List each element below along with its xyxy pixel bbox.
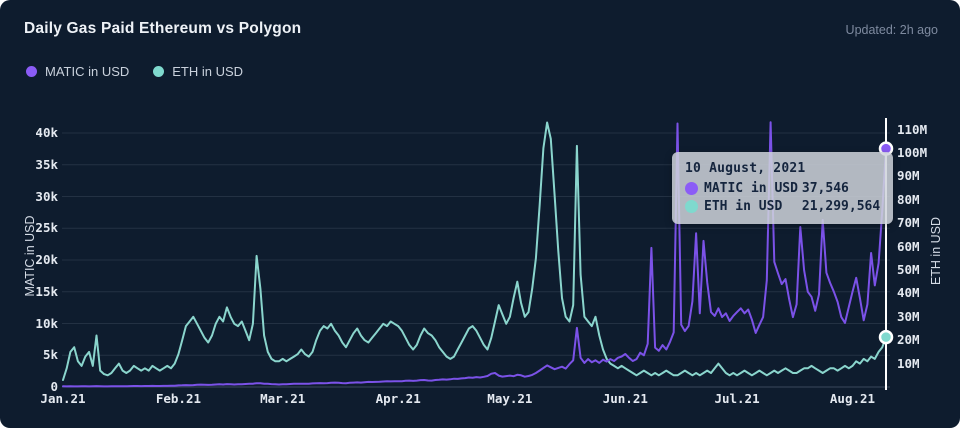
y-left-tick-label: 40k [35,125,58,140]
y-right-tick-label: 40M [897,285,920,301]
y-left-tick-label: 35k [35,156,58,172]
x-tick-label: Jul.21 [714,391,760,406]
y-left-tick-label: 30k [35,188,58,204]
hover-tooltip: 10 August, 2021 MATIC in USD 37,546 ETH … [672,152,894,224]
y-right-tick-label: 70M [897,215,920,231]
tooltip-label-eth: ETH in USD [704,199,783,214]
tooltip-row-matic: MATIC in USD 37,546 [685,181,880,196]
y-right-tick-label: 20M [897,332,920,348]
legend-item-eth[interactable]: ETH in USD [153,64,243,79]
y-right-tick-label: 110M [897,121,928,137]
eth-dot-icon [153,66,165,77]
updated-timestamp: Updated: 2h ago [845,23,938,37]
x-tick-label: Aug.21 [829,391,876,406]
y-right-tick-label: 10M [897,355,920,371]
tooltip-date: 10 August, 2021 [685,161,806,176]
y-right-tick-label: 30M [897,308,920,324]
x-tick-label: Apr.21 [375,391,421,406]
matic-dot-icon [685,182,698,195]
legend-item-matic[interactable]: MATIC in USD [26,64,129,79]
tooltip-value-matic: 37,546 [801,181,849,196]
matic-dot-icon [26,66,37,77]
y-right-tick-label: 90M [897,168,920,184]
y-left-tick-label: 15k [35,283,58,299]
x-tick-label: Jun.21 [602,391,648,406]
y-right-tick-label: 100M [897,144,928,160]
page-title: Daily Gas Paid Ethereum vs Polygon [24,20,302,37]
y-left-tick-label: 10k [35,315,58,331]
x-tick-label: Mar.21 [260,391,306,406]
tooltip-label-matic: MATIC in USD [704,181,798,196]
tooltip-row-eth: ETH in USD 21,299,564 [685,199,880,214]
y-right-tick-label: 50M [897,261,920,277]
y-left-tick-label: 5k [42,347,58,363]
y-left-tick-label: 25k [35,220,58,236]
y-right-tick-label: 60M [897,238,920,254]
left-axis-title: MATIC in USD [23,215,37,297]
legend-label-eth: ETH in USD [172,64,244,79]
right-axis-title: ETH in USD [929,216,943,286]
eth-dot-icon [685,200,698,213]
x-tick-label: May.21 [487,391,533,406]
x-tick-label: Jan.21 [40,391,86,406]
x-tick-label: Feb.21 [155,391,202,406]
series-line-eth [62,121,887,381]
legend: MATIC in USD ETH in USD [26,64,243,79]
series-line-matic [62,121,887,388]
eth-highlight-dot [878,329,894,345]
y-right-tick-label: 80M [897,191,920,207]
y-left-tick-label: 20k [35,252,58,267]
legend-label-matic: MATIC in USD [45,64,130,79]
y-left-tick-label: 0 [50,379,58,394]
tooltip-value-eth: 21,299,564 [801,199,881,214]
